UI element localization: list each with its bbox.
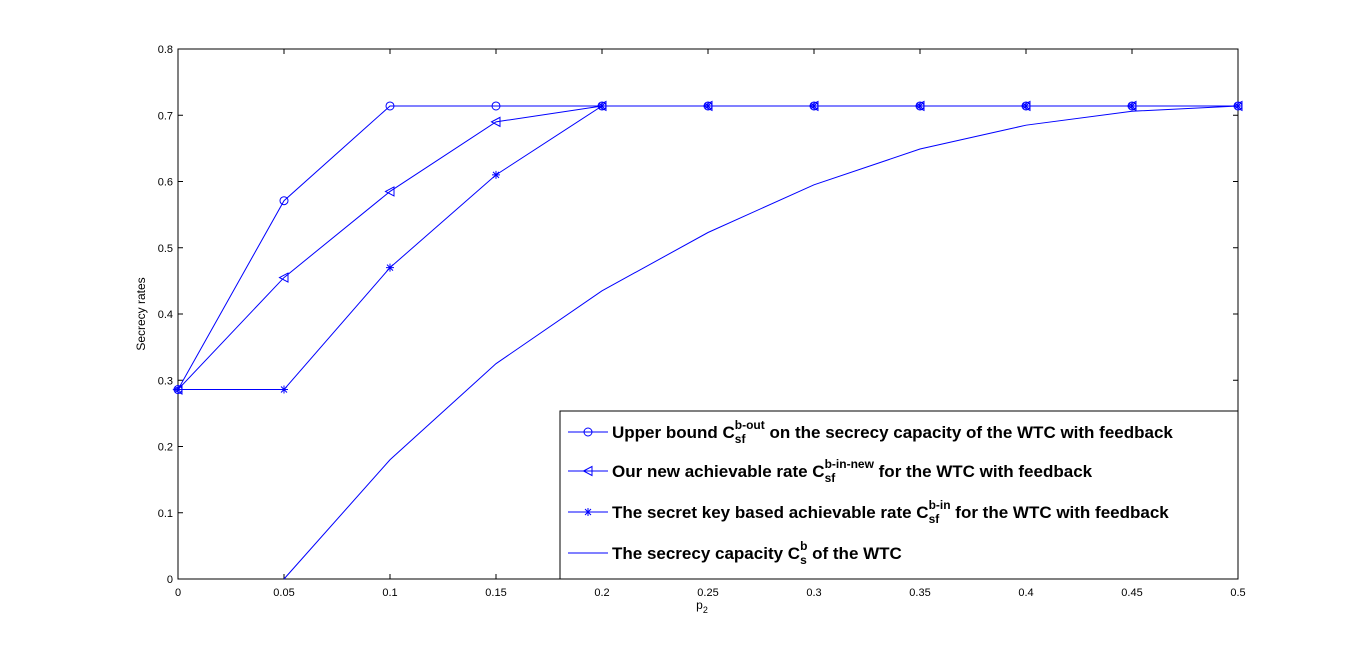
data-point <box>492 170 500 179</box>
x-tick-label: 0.3 <box>806 587 821 599</box>
data-point <box>279 196 289 206</box>
legend-box <box>559 410 1239 580</box>
series-3 <box>283 105 1239 580</box>
legend-marker <box>584 508 592 516</box>
data-point <box>704 101 712 110</box>
legend-label: The secret key based achievable rate Cb-… <box>612 498 1169 526</box>
y-tick-label: 0.3 <box>158 375 173 387</box>
x-tick-label: 0.4 <box>1018 587 1033 599</box>
data-point <box>386 263 394 272</box>
series-layer <box>172 100 1243 580</box>
x-axis-ticks: 0 0.05 0.1 0.15 0.2 0.25 0.3 0.35 0.4 0.45 0.5 <box>175 49 1246 599</box>
x-tick-label: 0.25 <box>697 587 718 599</box>
data-point <box>916 101 924 110</box>
legend-label: The secrecy capacity Cb s of the WTC <box>612 539 902 567</box>
x-tick-label: 0.15 <box>485 587 506 599</box>
data-point <box>1128 101 1136 110</box>
x-tick-label: 0.5 <box>1230 587 1245 599</box>
data-point <box>384 186 395 197</box>
y-tick-label: 0.8 <box>158 44 173 56</box>
series-2 <box>174 101 1242 394</box>
data-point <box>491 101 501 111</box>
legend-marker <box>583 427 593 437</box>
legend-marker <box>582 465 593 477</box>
legend-label: Our new achievable rate Cb-in-new sf for … <box>612 457 1093 485</box>
legend-entry-1: Our new achievable rate Cb-in-new sf for … <box>568 457 1093 485</box>
y-tick-label: 0.5 <box>158 243 173 255</box>
x-axis-label: p2 <box>696 598 708 615</box>
legend-label: Upper bound Cb-out sf on the secrecy capa… <box>612 418 1173 446</box>
data-point <box>1022 101 1030 110</box>
legend-entry-2: The secret key based achievable rate Cb-… <box>568 498 1169 526</box>
y-axis-label: Secrecy rates <box>134 277 148 350</box>
series-line-3 <box>283 105 1239 580</box>
data-point <box>810 101 818 110</box>
data-point <box>598 101 606 110</box>
y-tick-label: 0.2 <box>158 442 173 454</box>
x-tick-label: 0.2 <box>594 587 609 599</box>
y-tick-label: 0.4 <box>158 309 173 321</box>
legend: Upper bound Cb-out sf on the secrecy capa… <box>559 410 1239 580</box>
legend-entry-3: The secrecy capacity Cb s of the WTC <box>568 539 902 567</box>
y-axis-ticks: 0 0.1 0.2 0.3 0.4 0.5 0.6 0.7 0.8 <box>158 44 1238 586</box>
y-tick-label: 0.6 <box>158 177 173 189</box>
data-point <box>385 101 395 111</box>
x-tick-label: 0.35 <box>909 587 930 599</box>
data-point <box>280 385 288 394</box>
y-tick-label: 0.1 <box>158 508 173 520</box>
data-point <box>278 272 289 283</box>
legend-entry-0: Upper bound Cb-out sf on the secrecy capa… <box>568 418 1173 446</box>
x-tick-label: 0.45 <box>1121 587 1142 599</box>
x-tick-label: 0.05 <box>273 587 294 599</box>
data-point <box>490 116 501 128</box>
y-tick-label: 0 <box>167 574 173 586</box>
x-tick-label: 0 <box>175 587 181 599</box>
y-tick-label: 0.7 <box>158 110 173 122</box>
data-point <box>174 385 182 394</box>
x-tick-label: 0.1 <box>382 587 397 599</box>
